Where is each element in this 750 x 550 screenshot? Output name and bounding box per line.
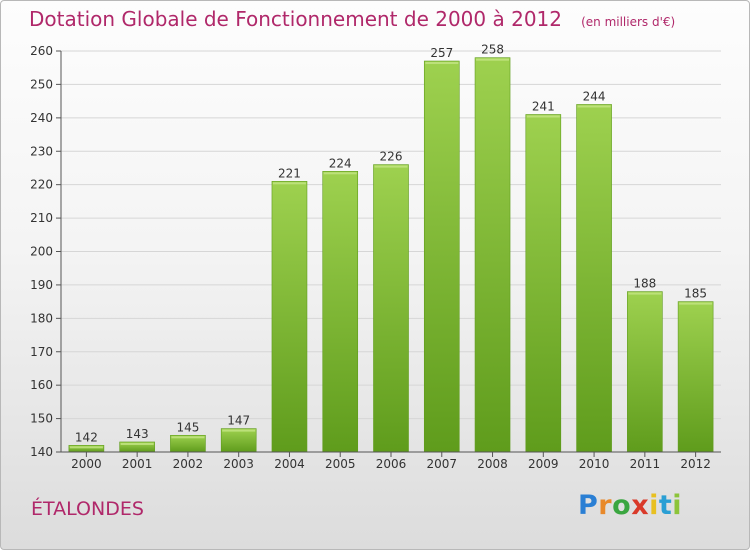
bar-highlight-2003	[222, 429, 256, 432]
logo-letter: x	[631, 490, 650, 521]
y-tick-label: 250	[30, 77, 53, 91]
y-tick-label: 210	[30, 211, 53, 225]
data-label-2003: 147	[227, 414, 250, 428]
x-tick-label: 2009	[528, 457, 559, 471]
y-tick-label: 180	[30, 311, 53, 325]
bar-highlight-2005	[323, 172, 357, 175]
y-tick-label: 190	[30, 278, 53, 292]
place-name: ÉTALONDES	[31, 498, 144, 520]
bars	[68, 57, 714, 453]
proxiti-logo: Proxiti	[578, 490, 682, 521]
bar-highlight-2000	[69, 446, 103, 449]
x-tick-label: 2005	[325, 457, 356, 471]
y-tick-label: 200	[30, 245, 53, 259]
data-label-2004: 221	[278, 166, 301, 180]
y-tick-label: 140	[30, 445, 53, 459]
bar-highlight-2004	[272, 182, 306, 185]
y-tick-label: 220	[30, 178, 53, 192]
bar-highlight-2002	[171, 436, 205, 439]
data-label-2011: 188	[633, 277, 656, 291]
bar-2012	[677, 301, 714, 453]
bar-highlight-2007	[425, 62, 459, 65]
logo-letter: i	[649, 490, 659, 521]
data-label-2009: 241	[532, 99, 555, 113]
logo-letter: t	[658, 490, 673, 521]
axes: 140 150 160 170 180 190 200 210 220 230 240 250 260 2…	[30, 44, 721, 471]
x-tick-label: 2006	[376, 457, 407, 471]
data-label-2006: 226	[380, 150, 403, 164]
logo-letter: o	[612, 490, 632, 521]
x-tick-label: 2001	[122, 457, 153, 471]
bar-highlight-2012	[679, 302, 713, 305]
bar-2003	[220, 428, 257, 453]
logo-letter: P	[578, 490, 599, 521]
bar-highlight-2001	[120, 442, 154, 445]
chart-title: Dotation Globale de Fonctionnement de 20…	[29, 7, 562, 31]
bar-highlight-2011	[628, 292, 662, 295]
data-label-2008: 258	[481, 43, 504, 57]
x-tick-label: 2000	[71, 457, 102, 471]
title-row: Dotation Globale de Fonctionnement de 20…	[29, 7, 675, 31]
bar-highlight-2009	[526, 115, 560, 118]
bar-2008	[474, 57, 511, 453]
x-tick-label: 2002	[173, 457, 204, 471]
chart-unit-note: (en milliers d'€)	[581, 15, 676, 29]
x-tick-label: 2010	[579, 457, 610, 471]
bar-highlight-2010	[577, 105, 611, 108]
y-tick-label: 150	[30, 412, 53, 426]
bar-2011	[627, 291, 663, 453]
x-tick-label: 2008	[477, 457, 508, 471]
x-tick-label: 2012	[680, 457, 711, 471]
data-label-2002: 145	[176, 420, 199, 434]
data-label-2012: 185	[684, 287, 707, 301]
y-tick-label: 160	[30, 378, 53, 392]
data-label-2010: 244	[583, 89, 606, 103]
bar-highlight-2008	[476, 58, 510, 61]
data-label-2000: 142	[75, 430, 98, 444]
data-label-2005: 224	[329, 156, 352, 170]
bar-highlight-2006	[374, 165, 408, 168]
data-label-2007: 257	[430, 46, 453, 60]
data-labels: 142 143 145 147 221 224 226 257 258 241 244 188 185	[75, 43, 707, 445]
x-tick-label: 2003	[223, 457, 254, 471]
bar-2009	[525, 114, 562, 453]
bar-2006	[373, 164, 409, 453]
x-tick-label: 2007	[426, 457, 457, 471]
x-tick-label: 2004	[274, 457, 305, 471]
bar-2007	[423, 60, 460, 453]
bar-2004	[271, 181, 308, 453]
x-tick-label: 2011	[630, 457, 661, 471]
logo-letter: i	[672, 490, 683, 521]
data-label-2001: 143	[126, 427, 149, 441]
bar-2005	[322, 171, 359, 453]
y-tick-label: 240	[30, 111, 53, 125]
logo-letter: r	[598, 490, 613, 521]
y-tick-label: 260	[30, 44, 53, 58]
y-tick-label: 170	[30, 345, 53, 359]
y-tick-label: 230	[30, 144, 53, 158]
bar-2010	[576, 104, 612, 453]
